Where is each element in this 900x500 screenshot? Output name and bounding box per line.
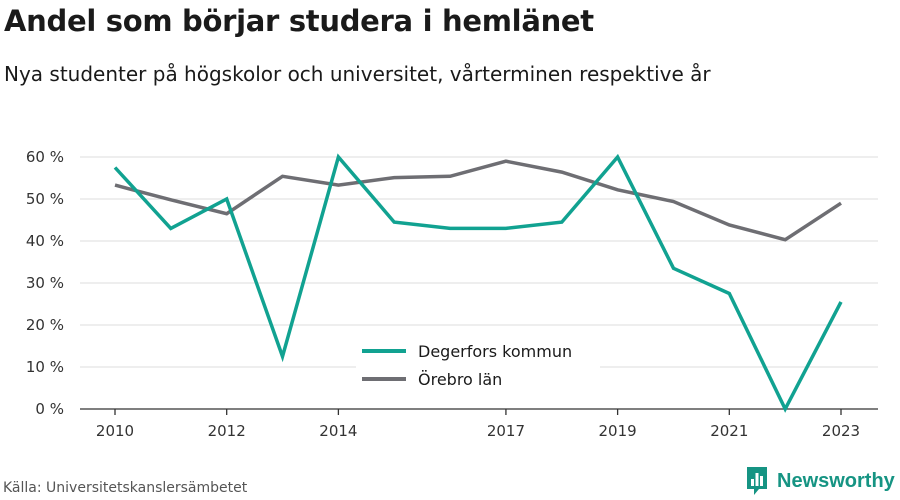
newsworthy-logo: Newsworthy [745, 466, 895, 496]
y-tick-label: 60 % [26, 148, 64, 166]
bar-chart-logo-icon [747, 467, 767, 495]
series-lines [113, 153, 843, 413]
y-tick-label: 0 % [35, 400, 64, 418]
y-tick-label: 30 % [26, 274, 64, 292]
x-tick-label: 2012 [208, 422, 246, 440]
series-line-1 [114, 159, 842, 242]
legend-background [356, 338, 600, 398]
source-note: Källa: Universitetskanslersämbetet [3, 480, 248, 496]
x-tick-label: 2021 [710, 422, 748, 440]
y-tick-label: 20 % [26, 316, 64, 334]
gridlines [80, 156, 878, 368]
x-tick-label: 2023 [822, 422, 860, 440]
x-tick-label: 2019 [599, 422, 637, 440]
line-chart: 0 % 10 % 20 % 30 % 40 % 50 % 60 % 2010 2012 2014… [26, 148, 878, 440]
x-tick-label: 2017 [487, 422, 525, 440]
legend: Degerfors kommun Örebro län [356, 338, 600, 398]
chart-title: Andel som börjar studera i hemlänet [4, 4, 594, 38]
x-tick-label: 2010 [96, 422, 134, 440]
legend-label: Degerfors kommun [418, 342, 572, 361]
y-axis-tick-labels: 0 % 10 % 20 % 30 % 40 % 50 % 60 % [26, 148, 64, 418]
series-line-0 [113, 153, 843, 413]
brand-name: Newsworthy [777, 469, 895, 492]
y-tick-label: 40 % [26, 232, 64, 250]
x-tick-label: 2014 [319, 422, 357, 440]
chart-subtitle: Nya studenter på högskolor och universit… [4, 62, 711, 86]
y-tick-label: 10 % [26, 358, 64, 376]
legend-label: Örebro län [418, 370, 502, 389]
x-axis: 2010 2012 2014 2017 2019 2021 2023 [80, 408, 878, 440]
y-tick-label: 50 % [26, 190, 64, 208]
